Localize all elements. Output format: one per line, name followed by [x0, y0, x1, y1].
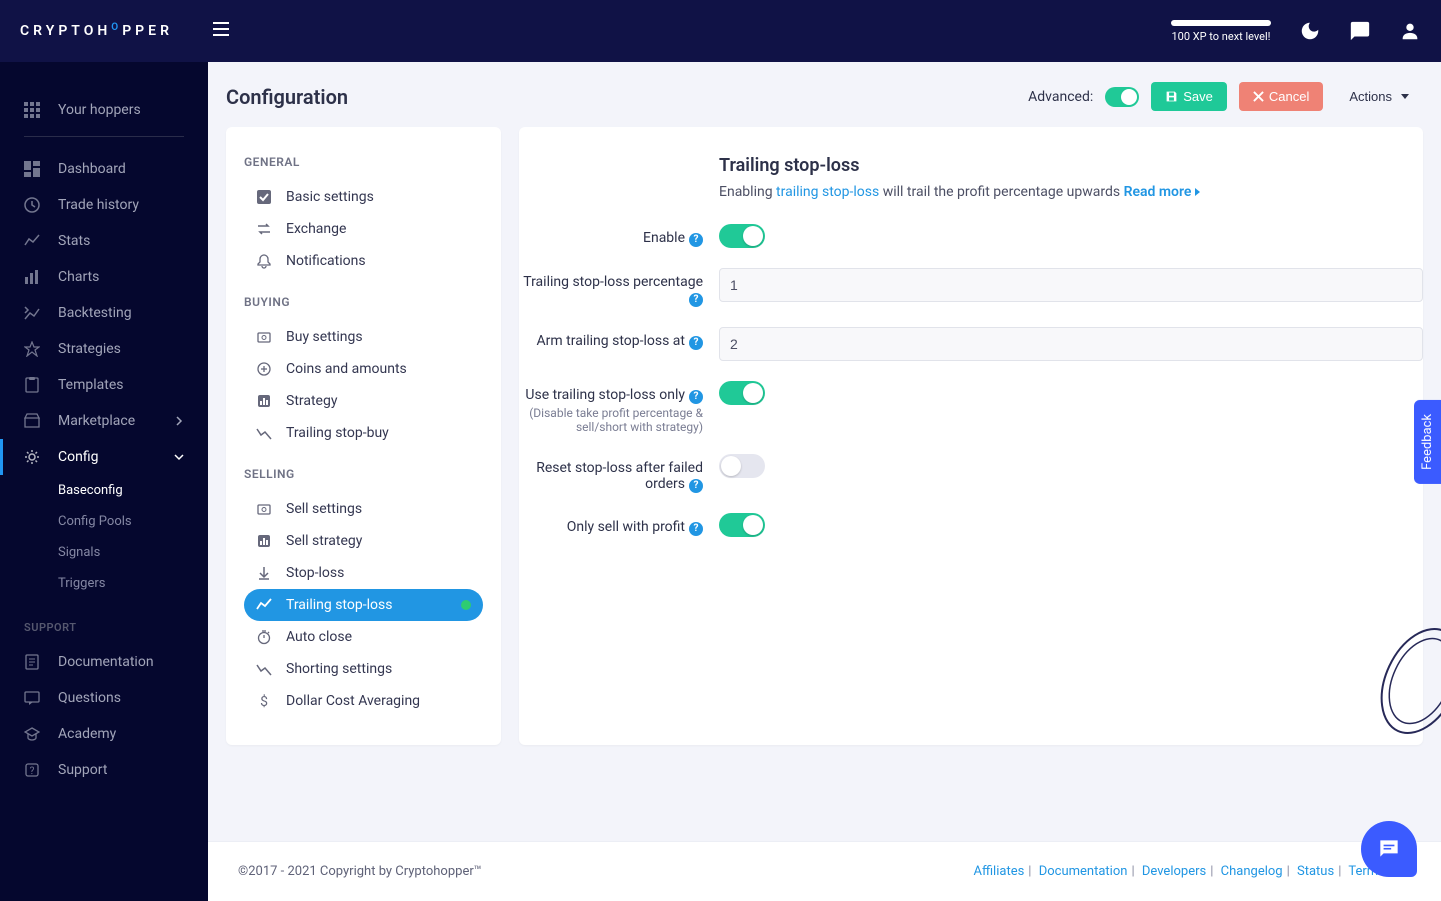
- sidebar-item-documentation[interactable]: Documentation: [0, 644, 208, 680]
- sidebar-item-templates[interactable]: Templates: [0, 367, 208, 403]
- label-enable: Enable?: [519, 224, 719, 247]
- help-icon[interactable]: ?: [689, 522, 703, 536]
- decorative-illustration: [1341, 621, 1441, 781]
- footer-link-documentation[interactable]: Documentation: [1039, 864, 1128, 879]
- form-title: Trailing stop-loss: [719, 155, 1423, 176]
- label-use-only: Use trailing stop-loss only?(Disable tak…: [519, 381, 719, 434]
- sidebar-item-strategies[interactable]: Strategies: [0, 331, 208, 367]
- tsl-percentage-input[interactable]: [719, 268, 1423, 302]
- messages-icon[interactable]: [1349, 20, 1371, 42]
- cn-basic-settings[interactable]: Basic settings: [244, 181, 483, 213]
- sidebar-item-marketplace[interactable]: Marketplace: [0, 403, 208, 439]
- cn-section-selling: SELLING: [244, 467, 483, 481]
- save-button[interactable]: Save: [1151, 82, 1227, 111]
- cn-shorting-settings[interactable]: Shorting settings: [244, 653, 483, 685]
- cn-stop-loss[interactable]: Stop-loss: [244, 557, 483, 589]
- use-only-toggle[interactable]: [719, 381, 765, 405]
- label-arm-at: Arm trailing stop-loss at?: [519, 327, 719, 350]
- cn-trailing-stop-buy[interactable]: Trailing stop-buy: [244, 417, 483, 449]
- chevron-down-icon: [174, 452, 184, 462]
- footer: ©2017 - 2021 Copyright by Cryptohopper™ …: [208, 841, 1441, 901]
- footer-link-status[interactable]: Status: [1297, 864, 1334, 879]
- sidebar-item-trade-history[interactable]: Trade history: [0, 187, 208, 223]
- sidebar-item-academy[interactable]: Academy: [0, 716, 208, 752]
- label-reset: Reset stop-loss after failed orders?: [519, 454, 719, 493]
- feedback-tab[interactable]: Feedback: [1414, 400, 1441, 484]
- sidebar-child-triggers[interactable]: Triggers: [58, 568, 208, 599]
- help-icon[interactable]: ?: [689, 233, 703, 247]
- user-icon[interactable]: [1399, 20, 1421, 42]
- dark-mode-icon[interactable]: [1299, 20, 1321, 42]
- cn-sell-strategy[interactable]: Sell strategy: [244, 525, 483, 557]
- footer-link-developers[interactable]: Developers: [1142, 864, 1206, 879]
- cn-exchange[interactable]: Exchange: [244, 213, 483, 245]
- label-tsl-percentage: Trailing stop-loss percentage?: [519, 268, 719, 307]
- main-content: Configuration Advanced: Save Cancel Acti…: [208, 62, 1441, 841]
- help-icon[interactable]: ?: [689, 479, 703, 493]
- sidebar-item-config[interactable]: Config: [0, 439, 208, 475]
- cn-dca[interactable]: $ Dollar Cost Averaging: [244, 685, 483, 717]
- config-nav-card: GENERAL Basic settings Exchange Notifica…: [226, 127, 501, 745]
- cn-sell-settings[interactable]: Sell settings: [244, 493, 483, 525]
- main-sidebar: Your hoppers Dashboard Trade history Sta…: [0, 62, 208, 901]
- topbar: CRYPTOHOPPER 100 XP to next level!: [0, 0, 1441, 62]
- sidebar-item-support[interactable]: ? Support: [0, 752, 208, 788]
- intro-link[interactable]: trailing stop-loss: [776, 184, 879, 200]
- footer-links: Affiliates| Documentation| Developers| C…: [973, 864, 1411, 879]
- sidebar-child-signals[interactable]: Signals: [58, 537, 208, 568]
- advanced-toggle[interactable]: [1105, 87, 1139, 107]
- only-profit-toggle[interactable]: [719, 513, 765, 537]
- xp-progress: 100 XP to next level!: [1171, 20, 1271, 43]
- advanced-label: Advanced:: [1028, 89, 1093, 105]
- status-dot-icon: [461, 600, 471, 610]
- actions-dropdown[interactable]: Actions: [1335, 82, 1423, 111]
- sidebar-item-questions[interactable]: Questions: [0, 680, 208, 716]
- menu-toggle-icon[interactable]: [213, 22, 229, 40]
- label-only-profit: Only sell with profit?: [519, 513, 719, 536]
- caret-down-icon: [1401, 94, 1409, 99]
- chat-icon: [1376, 836, 1402, 862]
- caret-right-icon: [1195, 188, 1200, 196]
- sidebar-item-dashboard[interactable]: Dashboard: [0, 151, 208, 187]
- footer-link-affiliates[interactable]: Affiliates: [973, 864, 1024, 879]
- sidebar-item-your-hoppers[interactable]: Your hoppers: [0, 92, 208, 128]
- cn-section-general: GENERAL: [244, 155, 483, 169]
- page-title: Configuration: [226, 85, 348, 109]
- svg-text:$: $: [260, 693, 268, 709]
- sidebar-item-backtesting[interactable]: Backtesting: [0, 295, 208, 331]
- sidebar-item-charts[interactable]: Charts: [0, 259, 208, 295]
- cn-buy-settings[interactable]: Buy settings: [244, 321, 483, 353]
- cn-auto-close[interactable]: Auto close: [244, 621, 483, 653]
- cn-notifications[interactable]: Notifications: [244, 245, 483, 277]
- sidebar-support-label: SUPPORT: [0, 599, 208, 644]
- cn-coins-amounts[interactable]: Coins and amounts: [244, 353, 483, 385]
- cn-trailing-stop-loss[interactable]: Trailing stop-loss: [244, 589, 483, 621]
- enable-toggle[interactable]: [719, 224, 765, 248]
- save-icon: [1165, 90, 1178, 103]
- cn-strategy[interactable]: Strategy: [244, 385, 483, 417]
- reset-toggle[interactable]: [719, 454, 765, 478]
- sidebar-child-config-pools[interactable]: Config Pools: [58, 506, 208, 537]
- close-icon: [1253, 91, 1264, 102]
- help-icon[interactable]: ?: [689, 293, 703, 307]
- chat-button[interactable]: [1361, 821, 1417, 877]
- copyright-text: ©2017 - 2021 Copyright by Cryptohopper™: [238, 864, 482, 879]
- chevron-right-icon: [174, 416, 184, 426]
- sidebar-item-stats[interactable]: Stats: [0, 223, 208, 259]
- read-more-link[interactable]: Read more: [1124, 184, 1192, 200]
- help-icon[interactable]: ?: [689, 390, 703, 404]
- sidebar-child-baseconfig[interactable]: Baseconfig: [58, 475, 208, 506]
- cancel-button[interactable]: Cancel: [1239, 82, 1323, 111]
- form-intro: Enabling trailing stop-loss will trail t…: [719, 184, 1423, 200]
- help-icon[interactable]: ?: [689, 336, 703, 350]
- xp-text: 100 XP to next level!: [1171, 30, 1271, 43]
- footer-link-changelog[interactable]: Changelog: [1221, 864, 1283, 879]
- form-card: Trailing stop-loss Enabling trailing sto…: [519, 127, 1423, 745]
- brand-logo[interactable]: CRYPTOHOPPER: [20, 23, 173, 39]
- arm-at-input[interactable]: [719, 327, 1423, 361]
- cn-section-buying: BUYING: [244, 295, 483, 309]
- svg-text:?: ?: [30, 766, 35, 777]
- xp-bar: [1171, 20, 1271, 26]
